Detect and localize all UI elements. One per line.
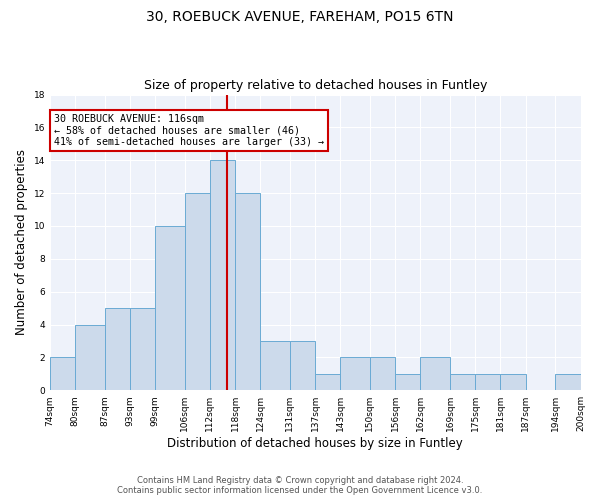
- Bar: [75, 324, 104, 390]
- Text: 30 ROEBUCK AVENUE: 116sqm
← 58% of detached houses are smaller (46)
41% of semi-: 30 ROEBUCK AVENUE: 116sqm ← 58% of detac…: [54, 114, 324, 148]
- Bar: [370, 358, 395, 390]
- Bar: [555, 374, 581, 390]
- Bar: [235, 193, 260, 390]
- Bar: [260, 341, 290, 390]
- Text: 30, ROEBUCK AVENUE, FAREHAM, PO15 6TN: 30, ROEBUCK AVENUE, FAREHAM, PO15 6TN: [146, 10, 454, 24]
- Bar: [104, 308, 130, 390]
- Bar: [450, 374, 475, 390]
- X-axis label: Distribution of detached houses by size in Funtley: Distribution of detached houses by size …: [167, 437, 463, 450]
- Bar: [290, 341, 315, 390]
- Bar: [475, 374, 500, 390]
- Bar: [421, 358, 450, 390]
- Bar: [500, 374, 526, 390]
- Bar: [185, 193, 210, 390]
- Bar: [581, 374, 600, 390]
- Bar: [340, 358, 370, 390]
- Bar: [210, 160, 235, 390]
- Bar: [155, 226, 185, 390]
- Title: Size of property relative to detached houses in Funtley: Size of property relative to detached ho…: [143, 79, 487, 92]
- Y-axis label: Number of detached properties: Number of detached properties: [15, 150, 28, 336]
- Bar: [315, 374, 340, 390]
- Bar: [50, 358, 75, 390]
- Bar: [395, 374, 421, 390]
- Bar: [130, 308, 155, 390]
- Text: Contains HM Land Registry data © Crown copyright and database right 2024.
Contai: Contains HM Land Registry data © Crown c…: [118, 476, 482, 495]
